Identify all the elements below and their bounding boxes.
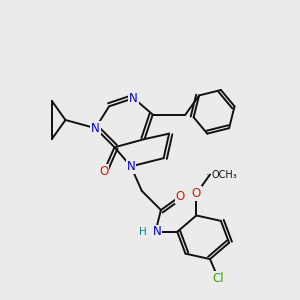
Text: Cl: Cl: [212, 272, 224, 285]
Text: N: N: [129, 92, 138, 105]
Text: N: N: [152, 225, 161, 238]
Text: O: O: [99, 165, 108, 178]
Text: methoxy: methoxy: [207, 174, 213, 175]
Text: OCH₃: OCH₃: [212, 169, 237, 179]
Text: H: H: [139, 227, 147, 237]
Text: O: O: [192, 187, 201, 200]
Text: N: N: [91, 122, 100, 135]
Text: N: N: [127, 160, 135, 173]
Text: O: O: [176, 190, 184, 203]
